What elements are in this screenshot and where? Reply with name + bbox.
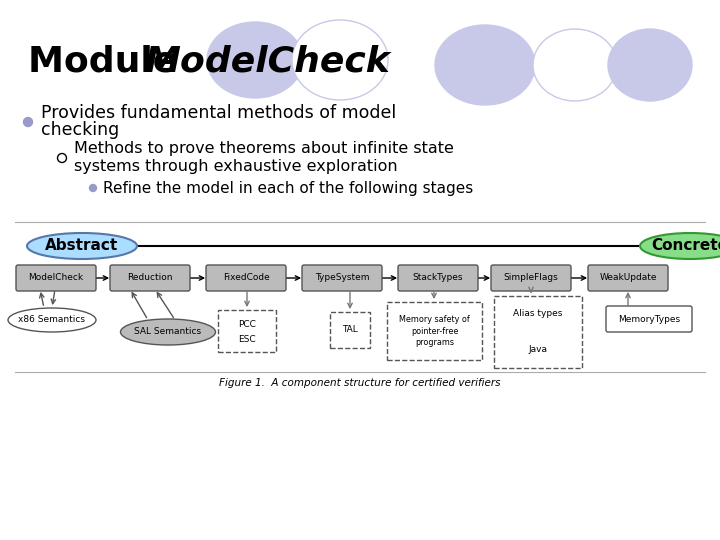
- Ellipse shape: [533, 29, 617, 101]
- Text: Abstract: Abstract: [45, 239, 119, 253]
- Text: Refine the model in each of the following stages: Refine the model in each of the followin…: [103, 180, 473, 195]
- Ellipse shape: [435, 25, 535, 105]
- Text: MemoryTypes: MemoryTypes: [618, 314, 680, 323]
- Text: systems through exhaustive exploration: systems through exhaustive exploration: [74, 159, 397, 173]
- Text: SAL Semantics: SAL Semantics: [135, 327, 202, 336]
- Ellipse shape: [8, 308, 96, 332]
- Text: programs: programs: [415, 338, 454, 347]
- Text: Memory safety of: Memory safety of: [399, 315, 470, 324]
- FancyBboxPatch shape: [398, 265, 478, 291]
- Text: Reduction: Reduction: [127, 273, 173, 282]
- FancyBboxPatch shape: [302, 265, 382, 291]
- Text: ModelCheck: ModelCheck: [28, 273, 84, 282]
- Ellipse shape: [120, 319, 215, 345]
- Ellipse shape: [207, 22, 303, 98]
- Text: TAL: TAL: [342, 326, 358, 334]
- Text: ESC: ESC: [238, 335, 256, 344]
- Ellipse shape: [608, 29, 692, 101]
- Text: Provides fundamental methods of model: Provides fundamental methods of model: [41, 104, 396, 122]
- Ellipse shape: [292, 20, 388, 100]
- Text: FixedCode: FixedCode: [222, 273, 269, 282]
- FancyBboxPatch shape: [606, 306, 692, 332]
- FancyBboxPatch shape: [588, 265, 668, 291]
- FancyBboxPatch shape: [16, 265, 96, 291]
- Text: ModelCheck: ModelCheck: [144, 45, 390, 79]
- Text: Alias types: Alias types: [513, 309, 563, 319]
- Text: PCC: PCC: [238, 320, 256, 329]
- FancyBboxPatch shape: [206, 265, 286, 291]
- Text: StackTypes: StackTypes: [413, 273, 463, 282]
- Text: Methods to prove theorems about infinite state: Methods to prove theorems about infinite…: [74, 141, 454, 157]
- Text: WeakUpdate: WeakUpdate: [599, 273, 657, 282]
- Text: x86 Semantics: x86 Semantics: [19, 315, 86, 325]
- Ellipse shape: [24, 118, 32, 126]
- Ellipse shape: [89, 185, 96, 192]
- Text: Module: Module: [28, 45, 190, 79]
- Text: Java: Java: [528, 346, 547, 354]
- Text: pointer-free: pointer-free: [411, 327, 458, 335]
- Text: TypeSystem: TypeSystem: [315, 273, 369, 282]
- Text: checking: checking: [41, 121, 120, 139]
- Text: SimpleFlags: SimpleFlags: [503, 273, 559, 282]
- Text: Concrete: Concrete: [652, 239, 720, 253]
- FancyBboxPatch shape: [491, 265, 571, 291]
- Ellipse shape: [640, 233, 720, 259]
- Ellipse shape: [58, 153, 66, 163]
- FancyBboxPatch shape: [110, 265, 190, 291]
- Ellipse shape: [27, 233, 137, 259]
- Text: Figure 1.  A component structure for certified verifiers: Figure 1. A component structure for cert…: [220, 378, 500, 388]
